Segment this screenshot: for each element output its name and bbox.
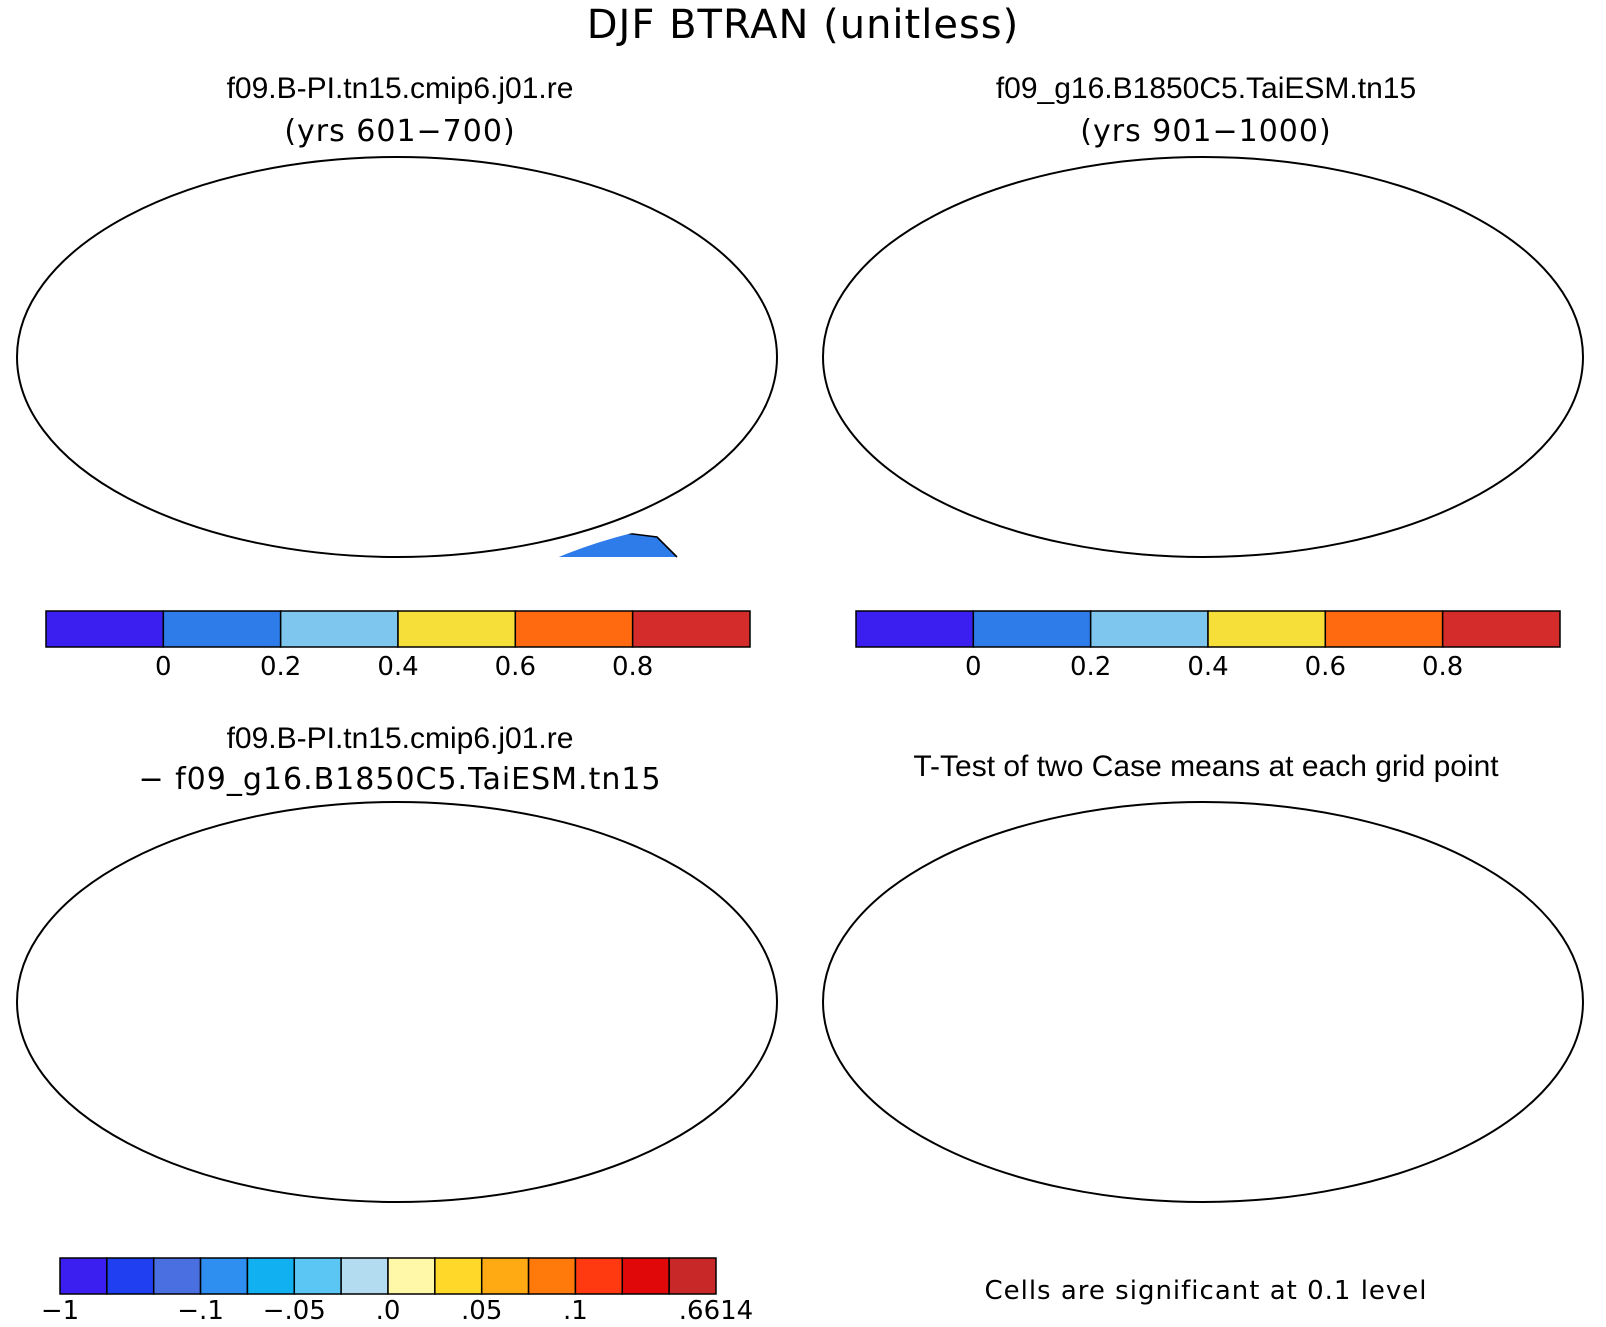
diff-colorbar-swatch [106,1257,155,1295]
btran-colorbar-swatch [1441,610,1561,648]
btran-right-tick-label: 0.6 [1304,652,1346,682]
panel1-subtitle: (yrs 601−700) [284,114,516,149]
diff-tick-label: −1 [40,1296,80,1326]
btran-right-tick-label: 0.8 [1421,652,1464,682]
diff-colorbar-swatch [59,1257,108,1295]
btran-left-tick-label: 0.8 [611,652,654,682]
btran-colorbar-swatch [631,610,751,648]
diff-colorbar-swatch [340,1257,389,1295]
diff-colorbar-swatch [152,1257,202,1295]
btran-colorbar-swatch [1324,610,1444,648]
colorbar-case1 [45,610,751,648]
significance-note: Cells are significant at 0.1 level [984,1276,1428,1306]
panel3-subtitle: − f09_g16.B1850C5.TaiESM.tn15 [138,762,662,797]
colorbar-difference [59,1257,717,1295]
diff-colorbar-swatch [246,1257,296,1295]
btran-right-tick-label: 0 [965,652,982,682]
map-panel-case1 [16,156,778,558]
diff-colorbar-swatch [434,1257,483,1295]
diff-tick-label: −.05 [262,1296,326,1326]
panel1-title: f09.B-PI.tn15.cmip6.j01.re [226,72,574,105]
diff-colorbar-swatch [480,1257,530,1295]
diff-colorbar-swatch [668,1257,717,1295]
diff-colorbar-swatch [293,1257,342,1295]
diff-tick-label: .0 [375,1296,401,1326]
map-panel-ttest [822,801,1584,1203]
btran-left-tick-label: 0.2 [259,652,302,682]
btran-colorbar-swatch [972,610,1092,648]
btran-colorbar-swatch [1089,610,1209,648]
panel2-title: f09_g16.B1850C5.TaiESM.tn15 [995,72,1417,105]
panel2-subtitle: (yrs 901−1000) [1080,114,1332,149]
btran-colorbar-swatch [397,610,517,648]
diff-colorbar-swatch [527,1257,577,1295]
btran-right-tick-label: 0.2 [1069,652,1112,682]
diff-tick-label: −.1 [177,1296,224,1326]
btran-colorbar-swatch [162,610,282,648]
colorbar-case2 [855,610,1561,648]
diff-colorbar-swatch [387,1257,436,1295]
btran-left-tick-label: 0.4 [377,652,419,682]
diff-colorbar-swatch [621,1257,670,1295]
btran-left-tick-label: 0.6 [494,652,536,682]
diff-tick-label: .1 [563,1296,588,1326]
diff-tick-label: .05 [461,1296,503,1326]
panel3-title: f09.B-PI.tn15.cmip6.j01.re [226,722,574,755]
btran-colorbar-swatch [855,610,975,648]
btran-colorbar-swatch [1207,610,1327,648]
map-panel-case2 [822,156,1584,558]
btran-left-tick-label: 0 [155,652,172,682]
btran-colorbar-swatch [45,610,165,648]
diff-colorbar-swatch [574,1257,624,1295]
btran-right-tick-label: 0.4 [1187,652,1229,682]
btran-colorbar-swatch [514,610,634,648]
diff-colorbar-swatch [199,1257,249,1295]
panel4-title: T-Test of two Case means at each grid po… [913,750,1499,783]
map-panel-difference [16,801,778,1203]
figure-title: DJF BTRAN (unitless) [586,2,1020,48]
btran-colorbar-swatch [279,610,399,648]
diff-tick-label: .6614 [678,1296,754,1326]
